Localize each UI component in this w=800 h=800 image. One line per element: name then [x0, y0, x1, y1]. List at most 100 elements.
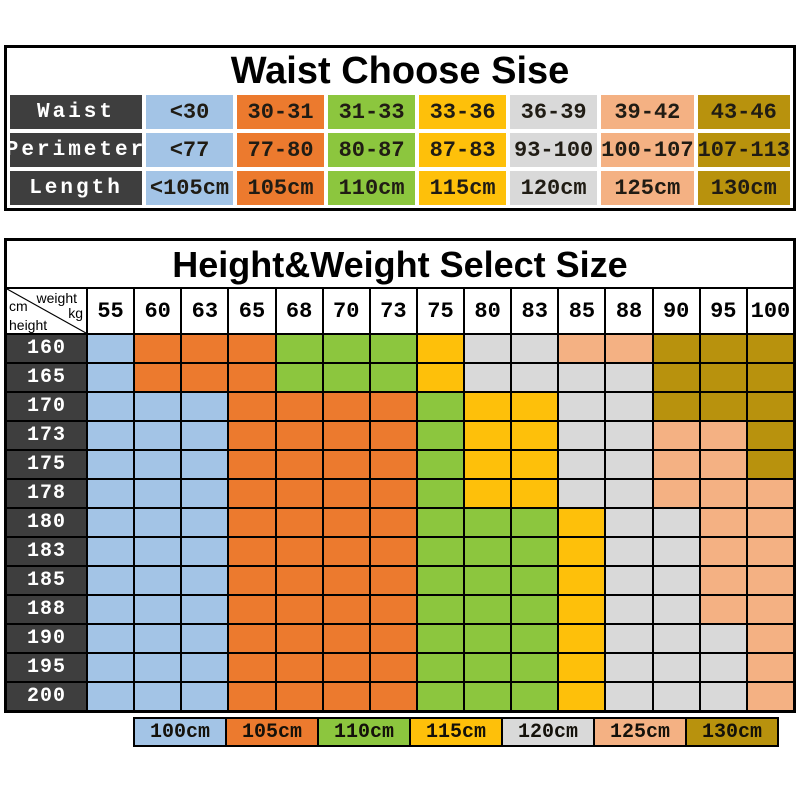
- grid-cell: [606, 393, 652, 420]
- grid-cell: [323, 654, 369, 681]
- grid-cell: [276, 596, 322, 623]
- grid-cell: [512, 422, 558, 449]
- grid-cell: [606, 364, 652, 391]
- grid-cell: [465, 509, 511, 536]
- grid-cell: [512, 596, 558, 623]
- grid-cell: [229, 654, 275, 681]
- grid-cell: [465, 480, 511, 507]
- grid-cell: [370, 654, 416, 681]
- grid-cell: [559, 509, 605, 536]
- grid-cell: [512, 654, 558, 681]
- grid-cell: [229, 364, 275, 391]
- grid-cell: [417, 567, 464, 594]
- grid-cell: [653, 567, 699, 594]
- grid-cell: [465, 364, 511, 391]
- grid-cell: [700, 625, 746, 652]
- grid-cell: [182, 364, 228, 391]
- weight-header-cell: 65: [229, 289, 275, 333]
- grid-cell: [465, 335, 511, 362]
- grid-cell: [135, 596, 181, 623]
- grid-cell: [135, 335, 181, 362]
- grid-cell: [229, 538, 275, 565]
- weight-header-cell: 60: [135, 289, 181, 333]
- grid-cell: [276, 654, 322, 681]
- grid-cell: [606, 509, 652, 536]
- waist-row-label: Length: [10, 171, 142, 205]
- grid-cell: [135, 683, 181, 710]
- weight-header-cell: 68: [276, 289, 322, 333]
- grid-cell: [512, 567, 558, 594]
- grid-cell: [323, 451, 369, 478]
- height-label-cell: 173: [7, 422, 86, 449]
- waist-table-grid: Waist <30 30-31 31-33 33-36 36-39 39-42 43-46 Pe…: [6, 92, 793, 208]
- grid-cell: [417, 654, 464, 681]
- waist-cell: 115cm: [419, 171, 507, 205]
- grid-cell: [88, 538, 134, 565]
- grid-cell: [465, 596, 511, 623]
- grid-cell: [135, 654, 181, 681]
- grid-cell: [417, 393, 464, 420]
- grid-cell: [747, 567, 793, 594]
- height-label-cell: 170: [7, 393, 86, 420]
- height-label-cell: 160: [7, 335, 86, 362]
- waist-cell: 77-80: [237, 133, 325, 167]
- grid-cell: [465, 625, 511, 652]
- grid-cell: [370, 509, 416, 536]
- grid-cell: [276, 509, 322, 536]
- grid-cell: [465, 654, 511, 681]
- grid-cell: [276, 480, 322, 507]
- grid-cell: [653, 654, 699, 681]
- weight-header-cell: 88: [606, 289, 652, 333]
- grid-cell: [512, 509, 558, 536]
- grid-cell: [323, 683, 369, 710]
- grid-cell: [88, 393, 134, 420]
- grid-cell: [88, 683, 134, 710]
- grid-cell: [370, 567, 416, 594]
- grid-cell: [512, 451, 558, 478]
- waist-cell: 120cm: [510, 171, 598, 205]
- grid-cell: [747, 393, 793, 420]
- grid-cell: [135, 480, 181, 507]
- grid-cell: [229, 451, 275, 478]
- grid-cell: [559, 364, 605, 391]
- grid-cell: [229, 509, 275, 536]
- grid-cell: [135, 393, 181, 420]
- grid-cell: [323, 364, 369, 391]
- waist-cell: 110cm: [328, 171, 416, 205]
- grid-cell: [465, 567, 511, 594]
- grid-cell: [700, 654, 746, 681]
- grid-cell: [747, 625, 793, 652]
- grid-cell: [700, 335, 746, 362]
- grid-cell: [370, 422, 416, 449]
- grid-cell: [512, 683, 558, 710]
- grid-cell: [135, 625, 181, 652]
- legend-item: 125cm: [595, 719, 685, 745]
- grid-cell: [276, 364, 322, 391]
- legend-item: 115cm: [411, 719, 501, 745]
- grid-cell: [323, 596, 369, 623]
- waist-cell: 80-87: [328, 133, 416, 167]
- grid-cell: [135, 451, 181, 478]
- waist-cell: 93-100: [510, 133, 598, 167]
- grid-cell: [606, 422, 652, 449]
- waist-row-label: Waist: [10, 95, 142, 129]
- grid-cell: [323, 335, 369, 362]
- grid-cell: [135, 509, 181, 536]
- grid-cell: [88, 480, 134, 507]
- grid-cell: [417, 364, 464, 391]
- grid-cell: [276, 567, 322, 594]
- weight-header-cell: 75: [417, 289, 464, 333]
- waist-cell: 87-83: [419, 133, 507, 167]
- grid-cell: [88, 625, 134, 652]
- grid-cell: [276, 451, 322, 478]
- grid-cell: [465, 393, 511, 420]
- weight-header-cell: 95: [700, 289, 746, 333]
- height-label-cell: 188: [7, 596, 86, 623]
- grid-cell: [653, 509, 699, 536]
- grid-cell: [417, 509, 464, 536]
- weight-header-cell: 85: [559, 289, 605, 333]
- grid-cell: [559, 625, 605, 652]
- grid-cell: [370, 596, 416, 623]
- grid-cell: [135, 364, 181, 391]
- grid-cell: [323, 625, 369, 652]
